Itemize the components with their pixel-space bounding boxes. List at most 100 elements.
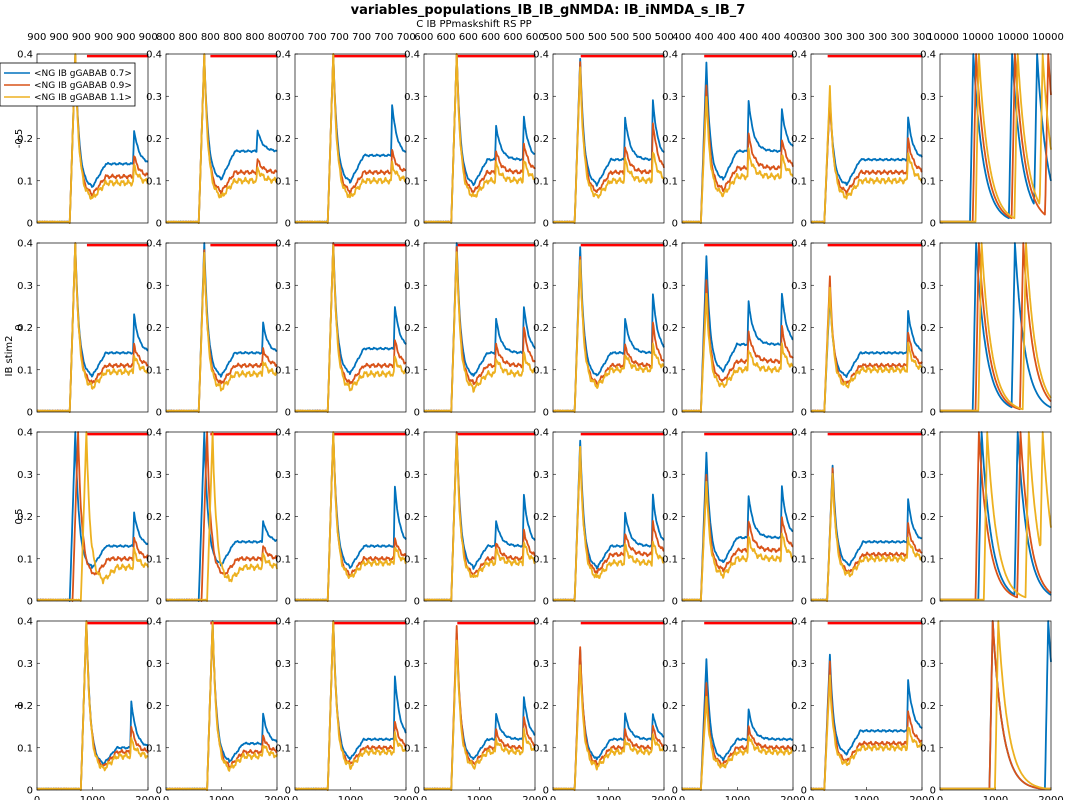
y-tick-label: 0.2 <box>146 134 162 145</box>
panel: 0 0.1 0.2 0.3 0.4 400 400 400 400 400 400 <box>662 32 803 230</box>
axes-frame <box>423 431 536 602</box>
y-tick-label: 0.4 <box>17 617 33 628</box>
y-tick-label: 0.1 <box>533 743 549 754</box>
x-tick-label: 2000 <box>135 795 160 800</box>
x-tick-label: 1000 <box>209 795 234 800</box>
panel: 0 0.1 0.2 0.3 0.4 800 800 800 800 800 800 <box>146 32 287 230</box>
y-tick-label: 0.4 <box>275 428 291 439</box>
axes-frame <box>165 53 278 224</box>
y-tick-label: 0.3 <box>791 470 807 481</box>
y-tick-label: 0.2 <box>533 701 549 712</box>
axes-background <box>940 432 1051 601</box>
y-tick-label: 0 <box>156 597 162 608</box>
y-tick-label: 0.4 <box>920 617 936 628</box>
x-tick-label: 1000 <box>80 795 105 800</box>
y-tick-label: 0 <box>801 786 807 797</box>
series-line-3 <box>810 472 923 602</box>
panel: 0 0.1 0.2 0.3 0.4 300 300 300 300 300 300 <box>791 32 932 230</box>
y-tick-label: 0.1 <box>17 554 33 565</box>
series-line-3 <box>681 96 794 224</box>
panel: 0 0.1 0.2 0.3 0.4 <box>17 239 149 419</box>
panel-row-1: -0.5 0 0.1 0.2 0.3 0.4 900 900 900 900 900 900… <box>14 32 1064 230</box>
series-line-3 <box>36 242 149 413</box>
x-tick-label: 1000 <box>467 795 492 800</box>
y-tick-label: 0 <box>543 597 549 608</box>
y-tick-label: 0.4 <box>404 428 420 439</box>
y-tick-label: 0.4 <box>533 50 549 61</box>
panel-row-2: 0 0 0.1 0.2 0.3 0.4 0 0.1 0.2 0.3 0.4 0 0.1 0.2 0.3 0.4… <box>14 239 1052 419</box>
axes-background <box>811 54 922 223</box>
axes-background <box>424 621 535 790</box>
axes-background <box>682 432 793 601</box>
series-line-3 <box>165 431 278 602</box>
axes-frame <box>810 53 923 224</box>
series-line-3 <box>681 695 794 791</box>
y-tick-label: 0.2 <box>17 701 33 712</box>
axes-frame <box>36 242 149 413</box>
panel: 0 0.1 0.2 0.3 0.4 <box>662 239 794 419</box>
column-label: 800 800 800 800 800 800 <box>156 32 286 43</box>
y-tick-label: 0.1 <box>662 365 678 376</box>
x-tick-label: 1000 <box>338 795 363 800</box>
axes-frame <box>552 431 665 602</box>
y-tick-label: 0.1 <box>404 365 420 376</box>
column-label: 600 600 600 600 600 600 <box>414 32 544 43</box>
series-line-3 <box>939 620 1052 790</box>
series-line-3 <box>939 431 1052 601</box>
panel: 0 0.1 0.2 0.3 0.4 <box>146 239 278 419</box>
x-tick-label: 2000 <box>264 795 289 800</box>
y-tick-label: 0.4 <box>791 617 807 628</box>
x-tick-label: 0 <box>34 795 40 800</box>
y-tick-label: 0 <box>285 408 291 419</box>
y-tick-label: 0.2 <box>146 323 162 334</box>
y-tick-label: 0 <box>930 786 936 797</box>
series-line-3 <box>681 292 794 413</box>
y-tick-label: 0.4 <box>17 50 33 61</box>
y-tick-label: 0.4 <box>275 239 291 250</box>
y-tick-label: 0.3 <box>404 92 420 103</box>
y-tick-label: 0.1 <box>791 176 807 187</box>
y-tick-label: 0.4 <box>533 617 549 628</box>
panel: 0 0.1 0.2 0.3 0.4 0 1000 2000 <box>920 617 1064 800</box>
y-tick-label: 0.2 <box>791 701 807 712</box>
y-tick-label: 0.3 <box>662 659 678 670</box>
panel-grid: -0.5 0 0.1 0.2 0.3 0.4 900 900 900 900 900 900… <box>14 32 1064 800</box>
panel: 0 0.1 0.2 0.3 0.4 <box>920 428 1052 608</box>
row-group-label: IB stim2 <box>4 335 15 376</box>
series-line-3 <box>810 85 923 224</box>
panel: 0 0.1 0.2 0.3 0.4 0 1000 2000 <box>146 617 290 800</box>
y-tick-label: 0.1 <box>404 554 420 565</box>
series-line-3 <box>165 251 278 413</box>
x-tick-label: 1000 <box>725 795 750 800</box>
y-tick-label: 0.4 <box>920 428 936 439</box>
y-tick-label: 0 <box>543 786 549 797</box>
y-tick-label: 0.4 <box>662 428 678 439</box>
y-tick-label: 0.3 <box>17 281 33 292</box>
axes-background <box>37 621 148 790</box>
panel-row-3: 0.500.10.20.30.400.10.20.30.400.10.20.30… <box>14 428 1052 608</box>
x-tick-label: 0 <box>292 795 298 800</box>
y-tick-label: 0 <box>930 219 936 230</box>
y-tick-label: 0.2 <box>275 134 291 145</box>
y-tick-label: 0.2 <box>275 323 291 334</box>
y-tick-label: 0.1 <box>275 743 291 754</box>
axes-frame <box>552 620 665 791</box>
y-tick-label: 0 <box>672 408 678 419</box>
y-tick-label: 0 <box>930 597 936 608</box>
y-tick-label: 0.3 <box>275 659 291 670</box>
row-label: 1 <box>14 702 25 708</box>
y-tick-label: 0.1 <box>404 743 420 754</box>
column-label: 700 700 700 700 700 700 <box>285 32 415 43</box>
y-tick-label: 0.2 <box>791 512 807 523</box>
y-tick-label: 0.1 <box>146 554 162 565</box>
y-tick-label: 0.3 <box>791 281 807 292</box>
x-tick-label: 1000 <box>983 795 1008 800</box>
series-line-3 <box>165 620 278 791</box>
axes-frame <box>165 242 278 413</box>
panel: 0 0.1 0.2 0.3 0.4 <box>404 239 536 419</box>
axes-frame <box>36 620 149 791</box>
y-tick-label: 0.2 <box>275 701 291 712</box>
figure-title: variables_populations_IB_IB_gNMDA: IB_iN… <box>351 3 746 18</box>
y-tick-label: 0.4 <box>404 239 420 250</box>
y-tick-label: 0.1 <box>920 176 936 187</box>
